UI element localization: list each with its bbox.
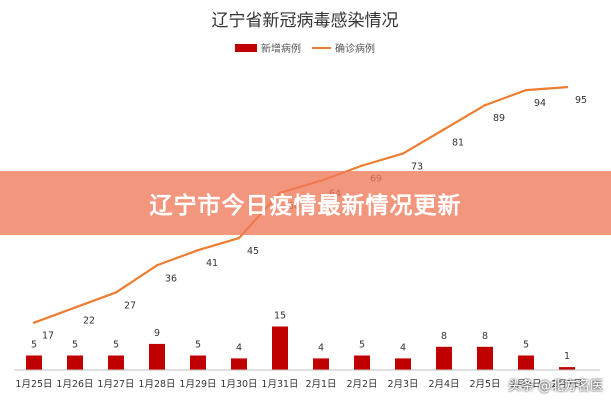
line-point [524,88,528,92]
x-tick-label: 2月4日 [428,379,459,390]
line-data-label: 89 [493,113,505,124]
bar-new-cases [190,355,206,370]
line-point [360,164,364,167]
line-data-label: 95 [575,95,587,106]
bar-new-cases [354,355,370,370]
legend: 新增病例 确诊病例 [235,42,375,55]
line-data-label: 81 [452,137,464,148]
bar-new-cases [231,358,247,370]
x-tick-label: 2月7日 [551,379,582,390]
x-tick-label: 2月1日 [305,379,336,390]
legend-label-new-cases: 新增病例 [261,42,301,55]
bar-data-label: 4 [400,342,406,353]
legend-label-confirmed-cases: 确诊病例 [335,42,375,55]
x-tick-label: 1月29日 [179,379,216,390]
bar-data-label: 5 [113,340,119,351]
bar-data-label: 5 [72,340,78,351]
line-point [73,306,77,309]
x-tick-label: 1月30日 [220,379,257,390]
line-data-label: 17 [42,331,54,342]
bar-new-cases [272,326,288,370]
bar-data-label: 5 [359,340,365,351]
bar-data-label: 8 [482,331,488,342]
bar-data-label: 4 [236,342,242,353]
line-data-label: 22 [83,316,95,327]
line-point [483,104,487,107]
bar-new-cases [26,355,42,370]
x-tick-label: 1月27日 [97,379,134,390]
x-tick-label: 2月5日 [469,379,500,390]
x-tick-label: 2月2日 [346,379,377,390]
bar-new-cases [559,367,575,370]
x-tick-label: 1月28日 [138,379,175,390]
legend-swatch-new-cases [235,44,257,52]
bar-new-cases [518,355,534,370]
bar-data-label: 5 [195,340,201,351]
line-data-label: 94 [534,98,546,109]
bar-data-label: 8 [441,331,447,342]
bar-new-cases [313,358,329,370]
bar-data-label: 4 [318,342,324,353]
line-data-label: 45 [247,246,259,257]
bar-data-label: 5 [523,340,529,351]
x-tick-label: 1月31日 [261,379,298,390]
bar-new-cases [477,346,493,370]
bars-layer: 5 5 5 9 5 4 15 4 5 4 8 8 5 1 [26,311,575,370]
x-tick-label: 1月25日 [15,379,52,390]
watermark-text: 头条 @北方名医 [507,379,603,394]
watermark: 头条 @北方名医 [508,375,603,394]
bar-new-cases [395,358,411,370]
line-point [442,128,446,131]
line-point [32,321,36,324]
x-tick-label: 2月6日 [510,379,541,390]
bar-data-label: 5 [31,340,37,351]
x-tick-label: 2月3日 [387,379,418,390]
line-point [565,85,569,89]
chart-title: 辽宁省新冠病毒感染情况 [212,11,399,31]
headline-text: 辽宁市今日疫情最新情况更新 [149,193,462,219]
line-data-label: 73 [411,162,423,173]
line-data-label: 41 [206,258,218,269]
bar-new-cases [149,343,165,370]
line-point [237,236,241,240]
line-data-label: 27 [124,300,136,311]
bar-data-label: 1 [564,351,570,362]
line-data-label: 36 [165,273,177,284]
x-axis-ticks: 1月25日 1月26日 1月27日 1月28日 1月29日 1月30日 1月31日 2月1日 2… [15,379,582,390]
bar-data-label: 9 [154,328,160,339]
line-point [401,152,405,155]
bar-data-label: 15 [274,311,286,322]
bar-new-cases [67,355,83,370]
line-point [114,291,118,294]
bar-new-cases [436,346,452,370]
line-point [155,264,159,267]
x-tick-label: 1月26日 [56,379,93,390]
line-point [196,248,200,252]
bar-new-cases [108,355,124,370]
headline-banner: 辽宁市今日疫情最新情况更新 [0,171,611,235]
